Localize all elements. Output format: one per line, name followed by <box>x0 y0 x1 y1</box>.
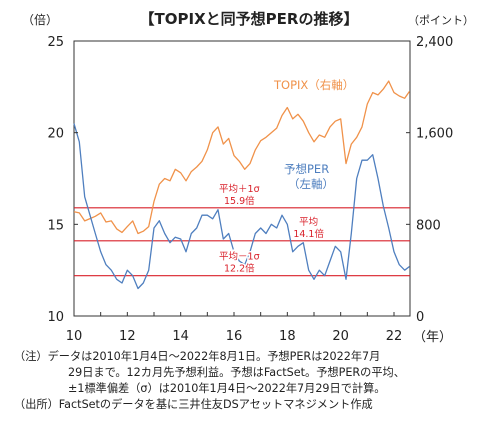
chart-title: 【TOPIXと同予想PERの推移】 <box>140 10 359 28</box>
reference-label-bottom: 12.2倍 <box>224 263 255 275</box>
reference-label-top: 平均 <box>299 216 318 228</box>
right-tick-label: 2,400 <box>416 35 453 50</box>
left-axis-unit: （倍） <box>22 12 58 27</box>
right-tick-label: 800 <box>416 218 441 233</box>
x-tick-label: 12 <box>119 329 136 344</box>
right-axis-unit: （ポイント） <box>408 14 474 27</box>
topix-line <box>73 80 411 235</box>
reference-label-bottom: 15.9倍 <box>224 195 255 207</box>
reference-label-bottom: 14.1倍 <box>293 228 324 240</box>
chart: 【TOPIXと同予想PERの推移】 （倍） （ポイント） 平均＋1σ15.9倍平… <box>22 10 474 345</box>
x-tick-label: 18 <box>279 329 296 344</box>
left-tick-label: 20 <box>47 127 64 142</box>
per-line <box>73 123 410 290</box>
note-tag: （注） <box>14 350 48 363</box>
x-axis-unit: （年） <box>413 330 452 345</box>
left-tick-label: 25 <box>47 35 64 50</box>
plot-area <box>73 40 411 317</box>
note-line-2: 29日まで。12カ月先予想利益。予想はFactSet。予想PERの平均、 <box>68 366 405 379</box>
x-tick-label: 16 <box>226 329 243 344</box>
note-line-1: データは2010年1月4日～2022年8月1日。予想PERは2022年7月 <box>47 350 381 363</box>
per-series-label-line2: （左軸） <box>288 177 334 191</box>
x-tick-label: 20 <box>332 329 349 344</box>
topix-series-label: TOPIX（右軸） <box>273 78 354 92</box>
right-tick-label: 0 <box>416 310 424 325</box>
x-tick-label: 10 <box>66 329 83 344</box>
per-series-label-line1: 予想PER <box>284 162 329 176</box>
reference-label-top: 平均＋1σ <box>219 183 260 195</box>
note-line-3: ±1標準偏差（σ）は2010年1月4日～2022年7月29日で計算。 <box>68 382 386 395</box>
notes-block: （注） データは2010年1月4日～2022年8月1日。予想PERは2022年7… <box>14 349 492 413</box>
left-tick-label: 15 <box>47 218 64 233</box>
reference-label-top: 平均－1σ <box>219 251 260 263</box>
x-tick-label: 14 <box>172 329 189 344</box>
x-tick-label: 22 <box>386 329 403 344</box>
left-tick-label: 10 <box>47 310 64 325</box>
source-tag: （出所） <box>14 398 59 411</box>
source-text: FactSetのデータを基に三井住友DSアセットマネジメント作成 <box>58 398 373 411</box>
right-tick-label: 1,600 <box>416 127 453 142</box>
